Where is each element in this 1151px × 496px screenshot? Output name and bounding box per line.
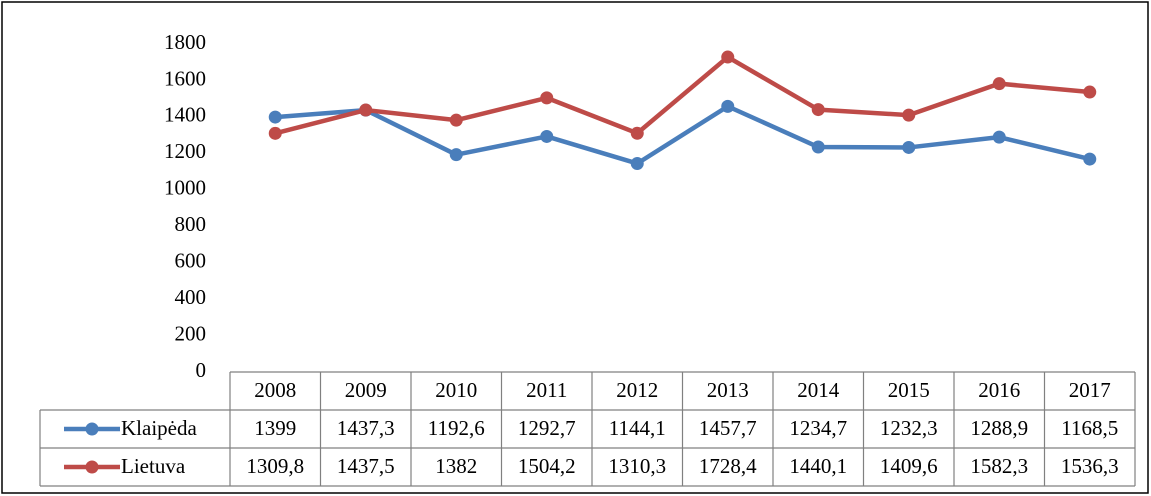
point [721, 50, 735, 64]
point [268, 110, 282, 124]
y-tick-label: 800 [175, 212, 207, 236]
y-tick-label: 1600 [164, 66, 206, 90]
point [540, 129, 554, 143]
x-tick-label: 2009 [345, 378, 387, 402]
point [811, 140, 825, 154]
legend-marker [85, 422, 99, 436]
table-value: 1536,3 [1061, 454, 1119, 478]
table-value: 1310,3 [608, 454, 666, 478]
table-value: 1192,6 [428, 416, 485, 440]
point [992, 77, 1006, 91]
table-value: 1728,4 [699, 454, 757, 478]
point [630, 157, 644, 171]
point [721, 99, 735, 113]
table-value: 1504,2 [518, 454, 576, 478]
x-tick-label: 2016 [978, 378, 1020, 402]
y-tick-label: 600 [175, 248, 207, 272]
point [992, 130, 1006, 144]
table-value: 1440,1 [789, 454, 847, 478]
y-tick-label: 1200 [164, 139, 206, 163]
table-value: 1382 [435, 454, 477, 478]
point [540, 91, 554, 105]
point [359, 103, 373, 117]
point [630, 126, 644, 140]
table-value: 1309,8 [246, 454, 304, 478]
point [1083, 85, 1097, 99]
point [902, 140, 916, 154]
point [449, 113, 463, 127]
y-tick-label: 200 [175, 321, 207, 345]
table-value: 1399 [254, 416, 296, 440]
table-value: 1457,7 [699, 416, 757, 440]
x-tick-label: 2012 [616, 378, 658, 402]
y-tick-label: 1000 [164, 176, 206, 200]
y-tick-label: 0 [196, 358, 207, 382]
legend-label: Klaipėda [121, 416, 197, 440]
table-value: 1292,7 [518, 416, 576, 440]
y-tick-label: 1400 [164, 103, 206, 127]
table-value: 1232,3 [880, 416, 938, 440]
table-value: 1582,3 [970, 454, 1028, 478]
x-tick-label: 2015 [888, 378, 930, 402]
y-tick-label: 400 [175, 285, 207, 309]
point [449, 148, 463, 162]
table-value: 1437,3 [337, 416, 395, 440]
table-value: 1234,7 [789, 416, 847, 440]
series-line [275, 104, 1091, 166]
point [811, 103, 825, 117]
table-value: 1288,9 [970, 416, 1028, 440]
point [902, 108, 916, 122]
x-tick-label: 2017 [1069, 378, 1111, 402]
point [1083, 152, 1097, 166]
series-line [274, 54, 1090, 136]
table-value: 1437,5 [337, 454, 395, 478]
table-value: 1409,6 [880, 454, 938, 478]
x-tick-label: 2008 [254, 378, 296, 402]
x-tick-label: 2010 [435, 378, 477, 402]
point [268, 126, 282, 140]
x-tick-label: 2011 [526, 378, 567, 402]
table-value: 1168,5 [1061, 416, 1118, 440]
x-tick-label: 2013 [707, 378, 749, 402]
y-tick-label: 1800 [164, 30, 206, 54]
legend-label: Lietuva [121, 454, 186, 478]
table-value: 1144,1 [609, 416, 666, 440]
x-tick-label: 2014 [797, 378, 840, 402]
legend-marker [85, 460, 99, 474]
